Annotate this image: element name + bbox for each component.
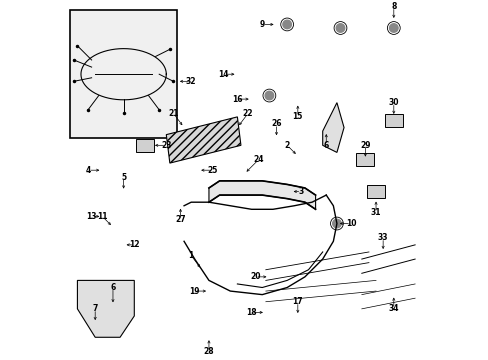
Text: 17: 17 bbox=[292, 297, 303, 306]
Text: 8: 8 bbox=[390, 2, 396, 11]
Text: 5: 5 bbox=[121, 173, 126, 182]
Text: 14: 14 bbox=[218, 70, 228, 79]
Text: 19: 19 bbox=[189, 287, 200, 296]
Circle shape bbox=[283, 20, 291, 29]
Text: 20: 20 bbox=[249, 273, 260, 282]
Text: 13: 13 bbox=[86, 212, 97, 221]
Text: 32: 32 bbox=[185, 77, 196, 86]
Text: 15: 15 bbox=[292, 112, 303, 121]
Bar bbox=[70, 10, 177, 138]
Text: 18: 18 bbox=[246, 308, 256, 317]
Bar bbox=[384, 114, 402, 127]
Bar bbox=[136, 139, 154, 152]
Polygon shape bbox=[208, 181, 315, 209]
Text: 1: 1 bbox=[188, 251, 193, 260]
Polygon shape bbox=[77, 280, 134, 337]
Text: 10: 10 bbox=[345, 219, 356, 228]
Text: 3: 3 bbox=[298, 187, 304, 196]
Bar bbox=[366, 185, 384, 198]
Text: 28: 28 bbox=[203, 347, 214, 356]
Bar bbox=[356, 153, 373, 166]
Text: 7: 7 bbox=[92, 304, 98, 313]
Text: 26: 26 bbox=[271, 120, 281, 129]
Text: 27: 27 bbox=[175, 216, 185, 225]
Text: 30: 30 bbox=[388, 98, 398, 107]
Text: 9: 9 bbox=[259, 20, 264, 29]
Polygon shape bbox=[166, 117, 241, 163]
Text: 34: 34 bbox=[388, 304, 398, 313]
Circle shape bbox=[332, 219, 341, 228]
Text: 29: 29 bbox=[359, 141, 370, 150]
Text: 4: 4 bbox=[85, 166, 90, 175]
Text: 6: 6 bbox=[110, 283, 115, 292]
Circle shape bbox=[336, 24, 344, 32]
Polygon shape bbox=[322, 103, 344, 152]
Circle shape bbox=[389, 24, 397, 32]
Text: 12: 12 bbox=[129, 240, 139, 249]
Text: 16: 16 bbox=[232, 95, 242, 104]
Text: 24: 24 bbox=[253, 155, 264, 164]
Text: 21: 21 bbox=[168, 109, 178, 118]
Text: 6: 6 bbox=[323, 141, 328, 150]
Circle shape bbox=[264, 91, 273, 100]
Text: 31: 31 bbox=[370, 208, 381, 217]
Text: 11: 11 bbox=[97, 212, 107, 221]
Text: 25: 25 bbox=[207, 166, 217, 175]
Text: 33: 33 bbox=[377, 233, 387, 242]
Text: 22: 22 bbox=[243, 109, 253, 118]
Text: 2: 2 bbox=[284, 141, 289, 150]
Text: 23: 23 bbox=[161, 141, 171, 150]
